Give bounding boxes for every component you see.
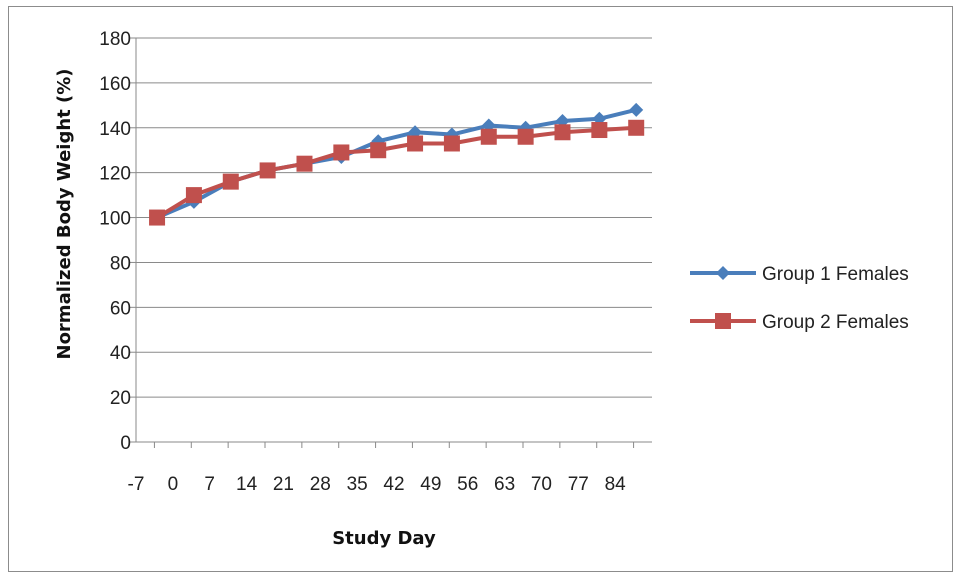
x-tick-label-0: 0 xyxy=(168,474,179,495)
series-layer xyxy=(149,102,645,226)
x-tick-label-21: 21 xyxy=(273,474,294,495)
y-tick-label-0: 0 xyxy=(120,433,131,454)
y-tick-label-80: 80 xyxy=(110,253,131,274)
y-tick-label-120: 120 xyxy=(99,164,131,185)
x-tick-label-63: 63 xyxy=(494,474,515,495)
legend-marker-group-2 xyxy=(715,313,731,329)
data-point-group-2-6 xyxy=(370,142,387,159)
legend-label-group-2: Group 2 Females xyxy=(762,312,909,333)
series-group-2 xyxy=(149,119,645,226)
y-tick-label-60: 60 xyxy=(110,298,131,319)
x-tick-label-49: 49 xyxy=(420,474,441,495)
y-tick-label-100: 100 xyxy=(99,209,131,230)
legend-item-group-2: Group 2 Females xyxy=(690,312,909,333)
legend: Group 1 Females Group 2 Females xyxy=(690,264,909,333)
data-point-group-2-4 xyxy=(296,155,313,172)
data-point-group-2-13 xyxy=(628,119,645,136)
x-tick-label-28: 28 xyxy=(310,474,331,495)
y-tick-label-40: 40 xyxy=(110,343,131,364)
chart-frame xyxy=(8,6,953,572)
legend-item-group-1: Group 1 Females xyxy=(690,264,909,285)
y-tick-label-180: 180 xyxy=(99,29,131,50)
data-point-group-2-3 xyxy=(259,162,276,179)
data-point-group-2-1 xyxy=(185,187,202,204)
data-point-group-1-11 xyxy=(555,114,570,129)
axes xyxy=(130,37,652,448)
x-tick-label-77: 77 xyxy=(568,474,589,495)
y-tick-label-20: 20 xyxy=(110,388,131,409)
data-point-group-1-9 xyxy=(481,118,496,133)
data-point-group-2-9 xyxy=(480,128,497,145)
y-tick-label-160: 160 xyxy=(99,74,131,95)
x-tick-label-42: 42 xyxy=(383,474,404,495)
data-point-group-2-5 xyxy=(333,144,350,161)
data-point-group-2-2 xyxy=(222,173,239,190)
x-tick-label-70: 70 xyxy=(531,474,552,495)
x-axis-title: Study Day xyxy=(332,528,436,549)
x-tick-label-7: 7 xyxy=(204,474,215,495)
data-point-group-2-0 xyxy=(149,209,166,226)
x-tick-label-14: 14 xyxy=(236,474,258,495)
data-point-group-2-12 xyxy=(591,122,608,139)
x-tick-label-84: 84 xyxy=(605,474,627,495)
legend-label-group-1: Group 1 Females xyxy=(762,264,909,285)
x-tick-label-56: 56 xyxy=(457,474,478,495)
data-point-group-2-10 xyxy=(517,128,534,145)
x-tick-labels: -7 0 7 14 21 28 35 42 49 56 63 70 77 84 xyxy=(128,474,627,495)
data-point-group-2-7 xyxy=(407,135,424,152)
legend-marker-group-1 xyxy=(716,266,730,280)
data-point-group-2-11 xyxy=(554,124,571,141)
y-tick-label-140: 140 xyxy=(99,119,131,140)
series-group-1 xyxy=(150,102,644,225)
x-tick-label-35: 35 xyxy=(347,474,368,495)
y-tick-labels: 0 20 40 60 80 100 120 140 160 180 xyxy=(99,29,131,454)
y-axis-title: Normalized Body Weight (%) xyxy=(54,68,75,359)
x-tick-label--7: -7 xyxy=(128,474,145,495)
gridlines xyxy=(136,37,652,398)
data-point-group-1-13 xyxy=(629,102,644,117)
data-point-group-2-8 xyxy=(443,135,460,152)
